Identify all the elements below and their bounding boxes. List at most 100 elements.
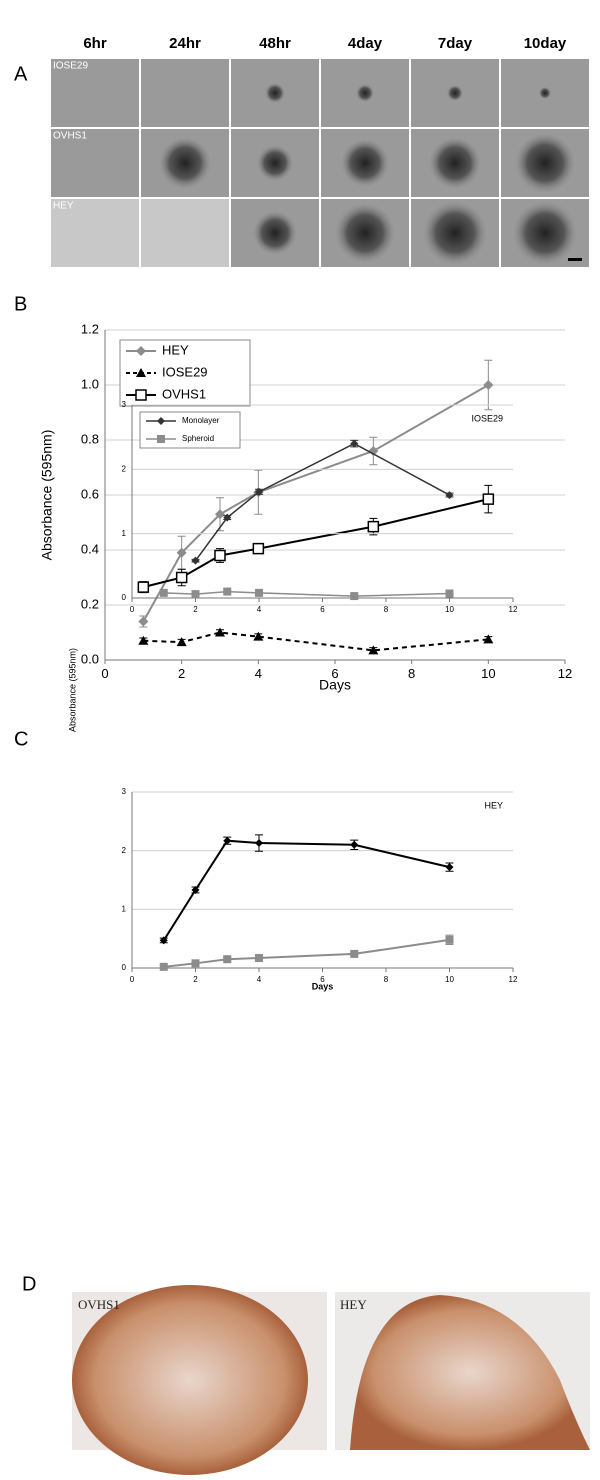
y-tick-label: 0.4 xyxy=(81,541,99,556)
series-line xyxy=(143,498,489,589)
marker xyxy=(350,592,359,601)
micrograph-grid: 6hr 24hr 48hr 4day 7day 10day IOSE29 OVHS1 HEY xyxy=(50,35,590,268)
series-line xyxy=(163,590,450,597)
series-line xyxy=(143,631,489,652)
marker xyxy=(255,839,263,848)
row-label: HEY xyxy=(53,201,74,212)
legend-marker xyxy=(136,346,146,356)
annotation: IOSE29 xyxy=(471,413,503,423)
y-axis-label: Absorbance (595nm) xyxy=(67,648,77,732)
y-axis-label: Absorbance (595nm) xyxy=(39,430,55,561)
marker xyxy=(482,493,495,505)
y-tick-label: 3 xyxy=(122,400,127,409)
marker xyxy=(223,836,232,845)
marker xyxy=(350,439,359,448)
scale-bar xyxy=(568,258,582,261)
micrograph xyxy=(140,58,230,128)
marker xyxy=(350,840,359,849)
y-tick-label: 0.8 xyxy=(81,431,99,446)
y-tick-label: 0 xyxy=(122,593,127,602)
legend-marker xyxy=(157,435,165,443)
x-tick-label: 2 xyxy=(193,605,198,614)
marker xyxy=(445,589,454,598)
legend-label: IOSE29 xyxy=(162,364,208,379)
spheroid xyxy=(265,83,285,103)
row-label: IOSE29 xyxy=(53,61,88,72)
x-tick-label: 0 xyxy=(130,975,135,984)
image-label: HEY xyxy=(340,1297,367,1312)
row-label: OVHS1 xyxy=(53,131,87,142)
spheroid xyxy=(447,85,463,101)
panel-label: A xyxy=(14,63,28,85)
x-tick-label: 4 xyxy=(255,666,262,681)
y-tick-label: 1.2 xyxy=(81,321,99,336)
marker xyxy=(255,954,263,963)
x-tick-label: 4 xyxy=(257,605,262,614)
marker xyxy=(255,487,263,496)
legend-label: OVHS1 xyxy=(162,386,206,401)
x-tick-label: 8 xyxy=(408,666,415,681)
column-header: 10day xyxy=(524,35,567,52)
x-tick-label: 8 xyxy=(384,605,389,614)
x-tick-label: 6 xyxy=(331,666,338,681)
y-tick-label: 0.2 xyxy=(81,596,99,611)
marker xyxy=(223,513,232,522)
marker xyxy=(483,634,494,644)
marker xyxy=(175,571,188,584)
legend-label: HEY xyxy=(162,342,189,357)
micrograph xyxy=(320,58,410,128)
series-line xyxy=(194,442,450,562)
marker xyxy=(191,590,200,599)
series-line xyxy=(163,938,450,968)
spheroid xyxy=(159,137,211,189)
marker xyxy=(445,863,454,872)
tissue xyxy=(350,1295,590,1450)
marker xyxy=(368,446,379,456)
x-tick-label: 10 xyxy=(445,975,454,984)
legend-label: Monolayer xyxy=(182,416,220,425)
y-tick-label: 1 xyxy=(122,904,127,913)
marker xyxy=(367,520,380,533)
marker xyxy=(191,885,200,894)
micrograph xyxy=(50,198,140,268)
column-header: 6hr xyxy=(83,35,107,52)
micrograph xyxy=(50,58,140,128)
marker xyxy=(137,581,150,593)
panel-label: C xyxy=(14,728,28,750)
spheroid xyxy=(341,139,389,187)
marker xyxy=(483,380,494,390)
y-tick-label: 2 xyxy=(122,464,127,473)
x-tick-label: 12 xyxy=(558,666,572,681)
legend-label: Spheroid xyxy=(182,434,214,443)
marker xyxy=(215,627,225,637)
column-header: 24hr xyxy=(169,35,201,52)
spheroid xyxy=(257,145,293,181)
spheroid xyxy=(513,201,577,265)
x-tick-label: 12 xyxy=(509,605,518,614)
spheroid xyxy=(515,133,575,193)
y-tick-label: 1.0 xyxy=(81,376,99,391)
y-tick-label: 2 xyxy=(122,846,127,855)
x-tick-label: 4 xyxy=(257,975,262,984)
marker xyxy=(159,962,168,971)
micrograph xyxy=(50,128,140,198)
micrograph xyxy=(140,198,230,268)
spheroid xyxy=(423,201,487,265)
spheroid xyxy=(335,203,395,263)
marker xyxy=(159,588,168,597)
x-tick-label: 10 xyxy=(445,605,454,614)
marker xyxy=(214,549,226,562)
staining-images: OVHS1 HEY xyxy=(72,1285,590,1475)
spheroid xyxy=(429,137,481,189)
legend-marker xyxy=(135,389,147,401)
marker xyxy=(445,935,454,944)
series-line xyxy=(142,384,489,622)
y-tick-label: 1 xyxy=(122,529,127,538)
marker xyxy=(253,631,264,641)
x-tick-label: 6 xyxy=(320,605,325,614)
marker xyxy=(191,959,200,968)
marker xyxy=(368,645,379,655)
marker xyxy=(176,637,187,647)
marker xyxy=(223,587,232,596)
